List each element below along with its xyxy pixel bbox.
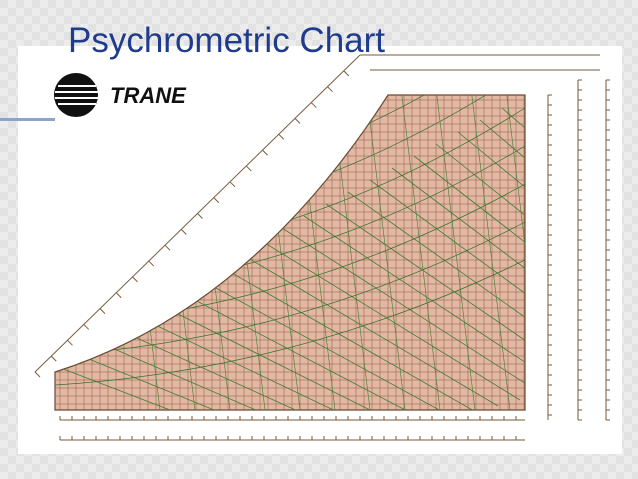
enthalpy-tick bbox=[83, 324, 90, 330]
enthalpy-tick bbox=[164, 244, 171, 251]
enthalpy-tick bbox=[343, 70, 350, 77]
wet-bulb-line bbox=[105, 323, 367, 410]
wet-bulb-line bbox=[457, 131, 525, 347]
enthalpy-tick bbox=[34, 371, 41, 378]
wet-bulb-line bbox=[479, 119, 525, 341]
wet-bulb-line bbox=[325, 203, 525, 383]
enthalpy-tick bbox=[50, 355, 57, 362]
logo-mark bbox=[54, 73, 98, 117]
enthalpy-tick bbox=[327, 86, 333, 93]
enthalpy-tick bbox=[262, 149, 268, 156]
volume-line bbox=[434, 95, 476, 410]
wet-bulb-line bbox=[281, 227, 525, 395]
enthalpy-tick bbox=[278, 133, 285, 140]
wet-bulb-line bbox=[259, 239, 521, 401]
wet-bulb-line bbox=[435, 143, 525, 353]
wet-bulb-line bbox=[193, 275, 455, 410]
chart-scales bbox=[34, 54, 610, 441]
enthalpy-tick bbox=[148, 260, 155, 267]
enthalpy-tick bbox=[132, 276, 138, 283]
volume-line bbox=[504, 95, 525, 410]
logo-stripes bbox=[55, 85, 98, 105]
volume-line bbox=[399, 95, 441, 410]
volume-line bbox=[364, 95, 406, 410]
enthalpy-tick bbox=[197, 213, 203, 219]
enthalpy-tick bbox=[245, 165, 252, 172]
wet-bulb-line bbox=[347, 191, 525, 377]
enthalpy-tick bbox=[294, 118, 301, 124]
wet-bulb-line bbox=[369, 179, 525, 371]
wet-bulb-line bbox=[61, 347, 323, 410]
enthalpy-tick bbox=[115, 292, 122, 299]
wet-bulb-line bbox=[215, 263, 477, 410]
wet-bulb-line bbox=[237, 251, 499, 407]
enthalpy-tick bbox=[229, 181, 236, 188]
wet-bulb-line bbox=[55, 359, 301, 410]
enthalpy-tick bbox=[180, 228, 187, 235]
logo: TRANE bbox=[54, 73, 187, 117]
slide-title: Psychrometric Chart bbox=[68, 21, 385, 60]
wet-bulb-line bbox=[149, 299, 411, 410]
wet-bulb-line bbox=[127, 311, 389, 410]
wet-bulb-line bbox=[303, 215, 525, 389]
volume-line bbox=[469, 95, 511, 410]
wet-bulb-line bbox=[83, 335, 345, 410]
enthalpy-tick bbox=[213, 197, 220, 204]
enthalpy-tick bbox=[310, 102, 317, 108]
accent-line bbox=[0, 118, 55, 121]
wet-bulb-line bbox=[413, 155, 525, 359]
enthalpy-tick bbox=[99, 308, 106, 314]
enthalpy-tick bbox=[67, 339, 73, 346]
rh-curve bbox=[55, 259, 525, 386]
rh-curve bbox=[55, 221, 525, 356]
wet-bulb-line bbox=[391, 167, 525, 365]
logo-text: TRANE bbox=[110, 83, 187, 108]
wet-bulb-line bbox=[171, 287, 433, 410]
